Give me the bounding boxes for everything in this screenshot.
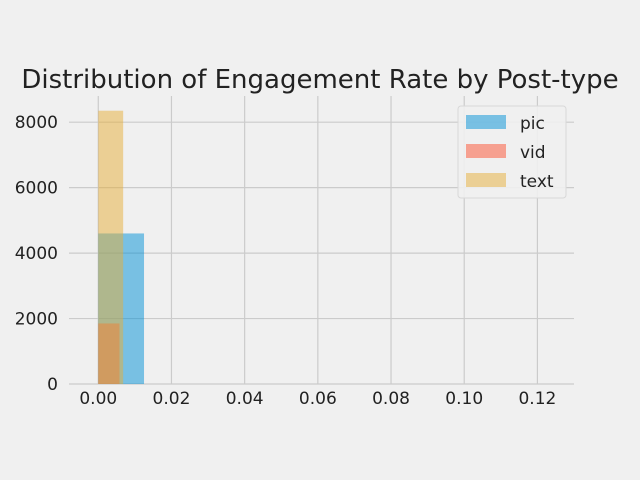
histogram-bars bbox=[98, 110, 145, 385]
bar-text bbox=[98, 110, 124, 385]
y-tick-label: 4000 bbox=[15, 244, 58, 264]
legend-label-pic: pic bbox=[520, 114, 545, 134]
x-tick-label: 0.10 bbox=[445, 389, 483, 409]
x-tick-label: 0.06 bbox=[299, 389, 337, 409]
legend-swatch-pic bbox=[466, 115, 506, 129]
legend: pic vid text bbox=[457, 105, 567, 199]
y-tick-label: 0 bbox=[47, 375, 58, 395]
legend-label-text: text bbox=[520, 172, 554, 192]
x-tick-label: 0.04 bbox=[226, 389, 264, 409]
tick-labels: 0.00 0.02 0.04 0.06 0.08 0.10 0.12 0 2000 4000 600… bbox=[15, 113, 557, 409]
y-tick-label: 8000 bbox=[15, 113, 58, 133]
legend-label-vid: vid bbox=[520, 143, 546, 163]
y-tick-label: 6000 bbox=[15, 179, 58, 199]
x-tick-label: 0.12 bbox=[518, 389, 556, 409]
legend-swatch-text bbox=[466, 173, 506, 187]
y-tick-label: 2000 bbox=[15, 310, 58, 330]
x-tick-label: 0.08 bbox=[372, 389, 410, 409]
x-tick-label: 0.02 bbox=[153, 389, 191, 409]
legend-swatch-vid bbox=[466, 144, 506, 158]
x-tick-label: 0.00 bbox=[79, 389, 117, 409]
chart-title: Distribution of Engagement Rate by Post-… bbox=[21, 65, 618, 95]
